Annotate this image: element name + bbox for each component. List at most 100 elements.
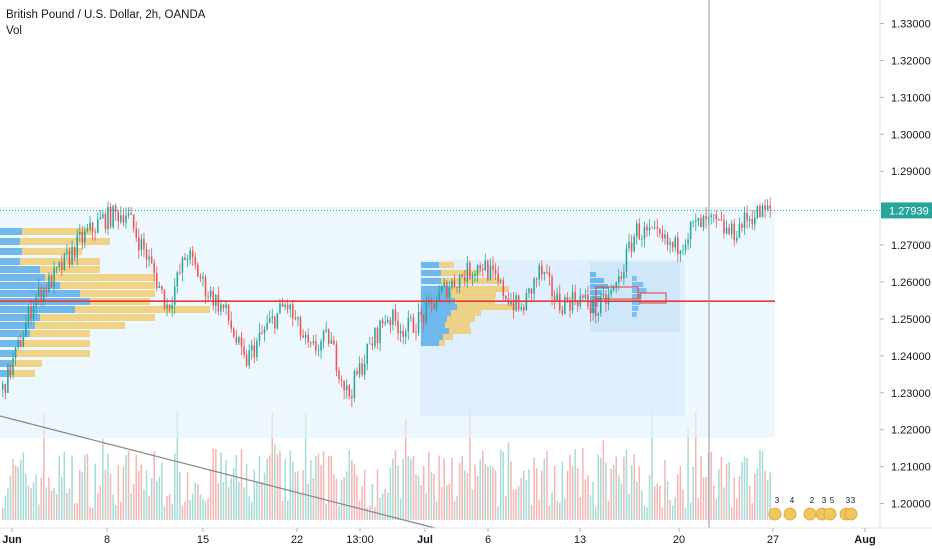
volume-bar xyxy=(84,454,86,520)
volume-bar xyxy=(181,505,184,520)
volume-bar xyxy=(389,467,392,520)
event-marker: 3 xyxy=(844,496,858,521)
candle-body xyxy=(479,265,481,270)
candle-body xyxy=(284,304,286,307)
candle-body xyxy=(492,265,494,270)
july-profile-bar-blue xyxy=(421,270,441,276)
candle-body xyxy=(576,301,579,307)
volume-bar xyxy=(376,469,379,520)
candle-body xyxy=(132,214,135,229)
candle-body xyxy=(171,304,173,310)
candle-body xyxy=(302,335,304,338)
volume-bar xyxy=(207,497,209,520)
volume-bar xyxy=(515,489,517,520)
july-profile-bar-yellow xyxy=(439,340,445,346)
volume-bar xyxy=(738,476,741,520)
volume-bar xyxy=(248,495,250,520)
volume-bar xyxy=(381,493,384,520)
candle-body xyxy=(700,218,702,228)
volume-profile xyxy=(0,228,647,377)
volume-bar xyxy=(40,477,43,520)
volume-bar xyxy=(558,502,561,520)
volume-bar xyxy=(197,484,199,520)
candle-body xyxy=(197,264,199,277)
candle-body xyxy=(351,396,353,398)
candle-body xyxy=(425,302,428,323)
volume-bar xyxy=(615,456,617,520)
y-tick-label: 1.20000 xyxy=(891,499,931,511)
candle-body xyxy=(358,363,361,375)
volume-bar xyxy=(476,475,479,520)
profile-bar-blue xyxy=(0,238,20,245)
event-marker: 3 xyxy=(768,496,782,521)
volume-bar xyxy=(422,465,425,520)
volume-bar xyxy=(746,457,748,520)
volume-bar xyxy=(161,462,163,520)
x-tick-label: 20 xyxy=(673,534,685,546)
volume-bar xyxy=(12,459,14,520)
candle-body xyxy=(592,299,594,314)
volume-bar xyxy=(194,482,197,520)
candle-body xyxy=(384,322,386,324)
volume-bar xyxy=(310,459,312,520)
volume-bar xyxy=(96,493,99,520)
volume-bar xyxy=(307,483,309,520)
y-tick-label: 1.31000 xyxy=(891,92,931,104)
volume-bar xyxy=(292,461,294,520)
candle-body xyxy=(446,282,448,298)
candle-body xyxy=(635,223,638,237)
candle-body xyxy=(202,276,204,279)
volume-bar xyxy=(720,456,723,520)
volume-bar xyxy=(91,507,94,520)
candle-body xyxy=(209,290,212,297)
july-profile-bar-blue xyxy=(421,310,451,316)
candle-body xyxy=(184,257,186,260)
candle-body xyxy=(646,226,648,231)
volume-bar xyxy=(245,463,248,520)
candle-body xyxy=(122,215,125,223)
volume-bar xyxy=(553,465,556,520)
july-profile-bar-yellow xyxy=(451,292,496,298)
profile-bar-blue xyxy=(0,360,12,367)
volume-bar xyxy=(48,477,50,520)
candle-body xyxy=(530,288,533,294)
volume-bar xyxy=(420,485,422,520)
candle-body xyxy=(387,319,389,323)
candle-body xyxy=(528,288,530,293)
volume-bar xyxy=(684,507,687,520)
volume-bar xyxy=(484,463,487,520)
candle-body xyxy=(705,216,707,220)
volume-bar xyxy=(453,500,456,520)
volume-bar xyxy=(335,479,338,520)
volume-bar xyxy=(304,413,307,520)
volume-bar xyxy=(320,464,322,520)
profile-bar-yellow xyxy=(35,322,125,329)
volume-bar xyxy=(107,454,109,520)
candle-body xyxy=(369,343,371,345)
candle-body xyxy=(546,272,548,273)
volume-bar xyxy=(163,506,166,520)
candle-body xyxy=(623,272,625,279)
volume-bar xyxy=(697,498,700,520)
candle-body xyxy=(84,231,86,243)
event-count: 3 xyxy=(822,496,827,505)
candle-body xyxy=(89,222,91,230)
poc-box-b xyxy=(639,292,667,304)
volume-bar xyxy=(507,442,510,520)
candle-body xyxy=(379,320,381,344)
volume-bar xyxy=(730,507,733,520)
event-marker: 4 xyxy=(783,496,797,521)
candle-body xyxy=(158,286,161,288)
event-marker: 5 xyxy=(823,496,837,521)
volume-bar xyxy=(759,449,761,520)
candle-body xyxy=(538,265,540,280)
july-profile-bar-blue xyxy=(421,316,447,322)
candle-body xyxy=(166,304,168,309)
volume-bar xyxy=(715,499,718,520)
mid-profile-bar-2 xyxy=(632,312,637,317)
candle-body xyxy=(22,336,25,347)
x-tick-label: Jun xyxy=(2,534,22,546)
volume-bar xyxy=(135,454,138,520)
